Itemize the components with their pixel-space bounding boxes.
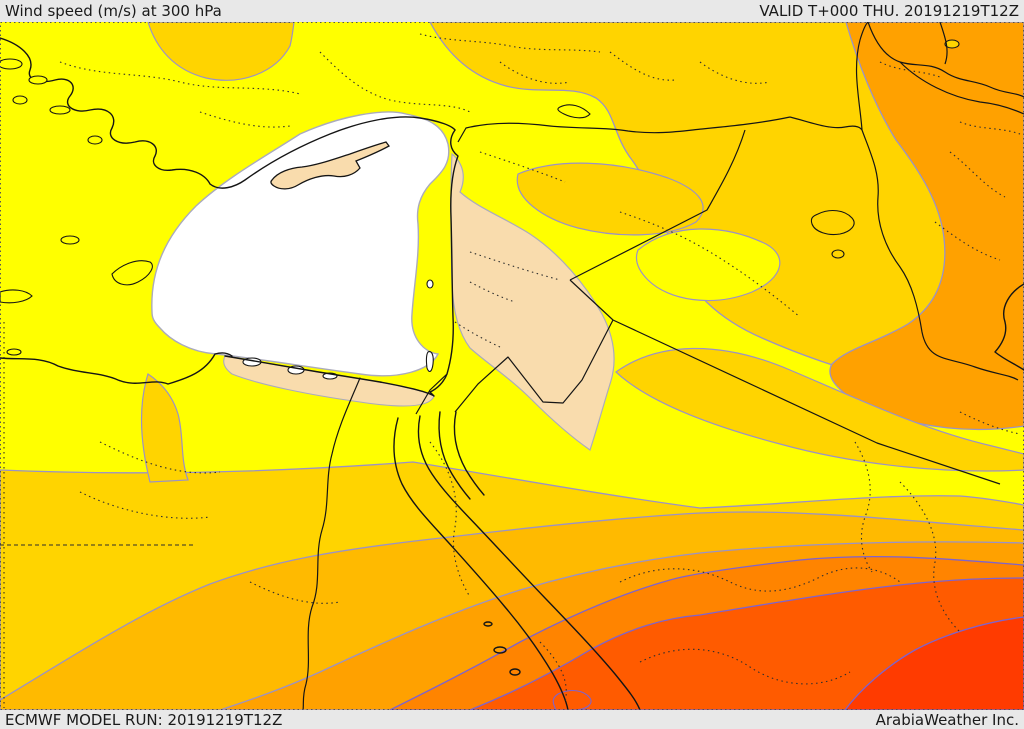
model-run-label: ECMWF MODEL RUN: 20191219T12Z: [5, 710, 283, 729]
syria-iraq-border: [569, 129, 746, 281]
egypt-israel-border: [415, 373, 448, 415]
coastlines: [0, 37, 1024, 710]
map-title: Wind speed (m/s) at 300 hPa: [5, 2, 222, 20]
dead-sea: [425, 351, 434, 373]
sea-of-galilee: [426, 279, 434, 289]
band-gold-central-lens: [615, 347, 1024, 472]
lake-sevan: [944, 39, 960, 49]
gulf-of-suez-west-coast: [393, 417, 569, 710]
red-sea-island-2: [509, 668, 521, 676]
caucasus-borders: [867, 22, 1024, 115]
red-sea-island-1: [493, 646, 507, 654]
aegean-turkey-coast: [0, 37, 456, 189]
band-red-corner: [844, 616, 1024, 710]
red-sea-island-3: [483, 621, 493, 627]
band-yellow-tongue: [635, 228, 781, 302]
turkey-iraq-iran-borders: [789, 22, 1019, 381]
land-low-wind-levant: [450, 152, 615, 451]
lake-van: [810, 209, 855, 236]
lake-small-east: [831, 249, 845, 259]
turkey-syria-border: [457, 116, 791, 143]
wind-speed-contour-map: [0, 22, 1024, 710]
weather-map: [0, 22, 1024, 710]
country-borders: [415, 22, 1024, 485]
red-sea-east-coast: [417, 415, 641, 710]
band-gold-syria-lens: [516, 162, 704, 236]
egypt-coast: [0, 352, 435, 397]
band-gold-top-patch: [147, 22, 295, 81]
footer-bar: ECMWF MODEL RUN: 20191219T12Z ArabiaWeat…: [0, 710, 1024, 729]
cyprus-island: [270, 141, 390, 190]
aegean-islands: [0, 58, 153, 356]
band-gold-coastal-finger: [140, 373, 189, 483]
sea-low-wind-region: [151, 111, 450, 377]
header-bar: Wind speed (m/s) at 300 hPa VALID T+000 …: [0, 0, 1024, 22]
rhodes-island: [111, 260, 153, 286]
gulf-of-aqaba-west-coast: [438, 411, 471, 500]
lakes: [242, 39, 960, 380]
ataturk-reservoir: [557, 104, 591, 119]
iraq-saudi-border: [569, 279, 1001, 485]
admin-boundaries-dotted: [0, 33, 1021, 708]
crete-east-tip: [0, 289, 33, 304]
persian-gulf-tip-coast: [994, 283, 1024, 371]
jordan-saudi-border: [454, 319, 614, 413]
valid-time-label: VALID T+000 THU. 20191219T12Z: [759, 2, 1019, 20]
credit-label: ArabiaWeather Inc.: [875, 710, 1019, 729]
nile-river: [302, 377, 361, 710]
gulf-of-aqaba-east-coast: [453, 411, 485, 496]
band-red-orange-pocket: [552, 689, 592, 710]
